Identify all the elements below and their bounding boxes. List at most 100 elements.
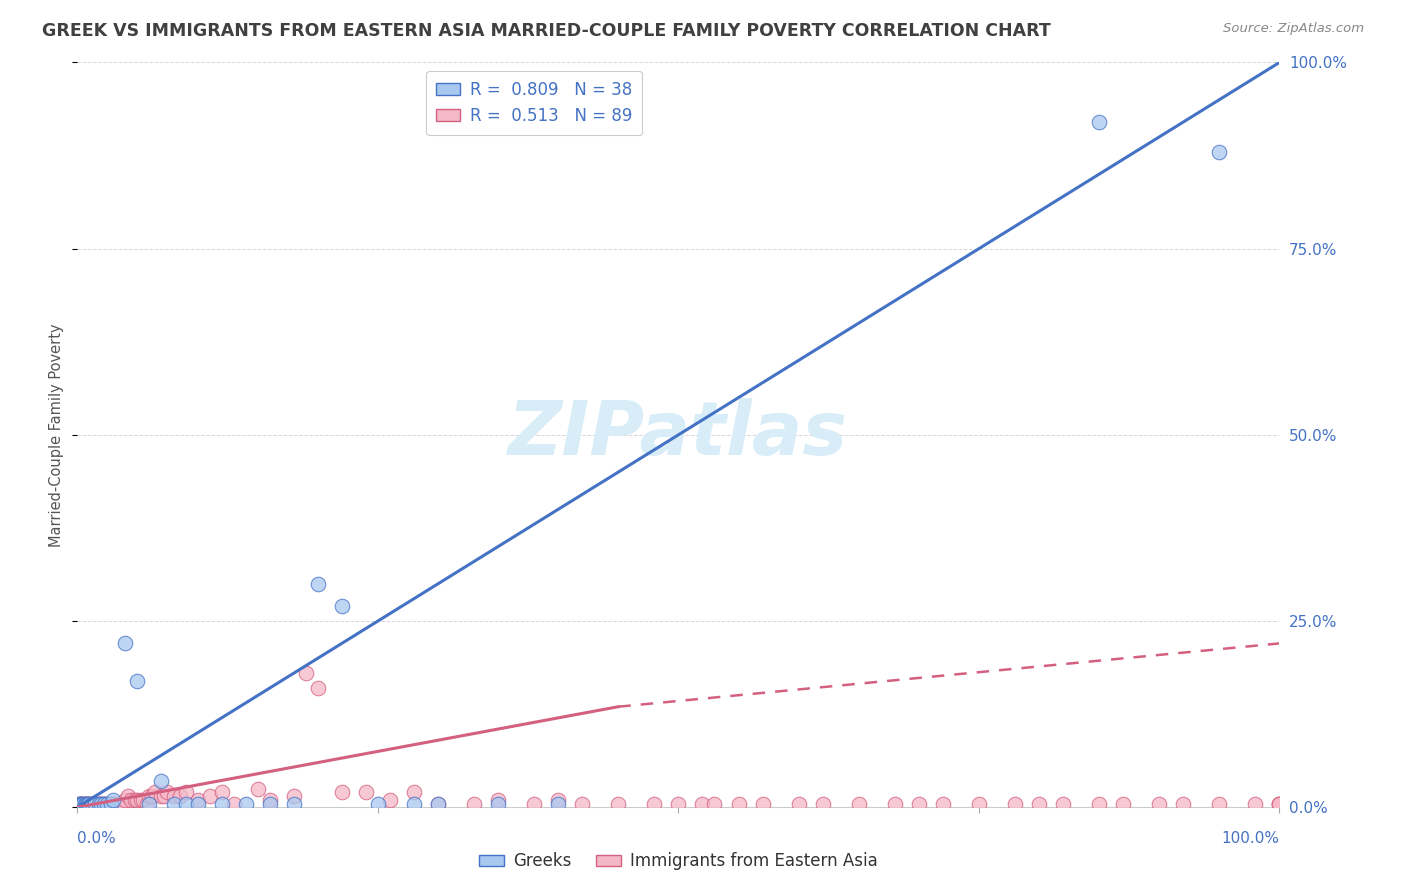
Point bbox=[283, 797, 305, 811]
Point bbox=[80, 797, 103, 811]
Point bbox=[93, 797, 115, 811]
Point bbox=[571, 797, 593, 811]
Point bbox=[1028, 797, 1050, 811]
Point bbox=[138, 797, 160, 811]
Point bbox=[1088, 797, 1111, 811]
Point bbox=[90, 797, 112, 811]
Point bbox=[668, 797, 690, 811]
Point bbox=[98, 797, 121, 811]
Point bbox=[187, 797, 209, 811]
Point bbox=[1268, 797, 1291, 811]
Point bbox=[523, 797, 546, 811]
Point bbox=[908, 797, 931, 811]
Point bbox=[162, 797, 184, 811]
Point bbox=[1268, 797, 1291, 811]
Point bbox=[145, 785, 167, 799]
Point bbox=[124, 793, 146, 807]
Point bbox=[235, 797, 257, 811]
Point bbox=[70, 797, 93, 811]
Point bbox=[67, 797, 90, 811]
Point bbox=[378, 793, 401, 807]
Point bbox=[174, 785, 197, 799]
Point bbox=[76, 797, 98, 811]
Point bbox=[72, 797, 94, 811]
Point bbox=[69, 797, 91, 811]
Point bbox=[1112, 797, 1135, 811]
Point bbox=[89, 797, 111, 811]
Point bbox=[547, 797, 569, 811]
Point bbox=[120, 793, 142, 807]
Point bbox=[84, 797, 107, 811]
Point bbox=[127, 673, 149, 688]
Point bbox=[67, 797, 90, 811]
Point bbox=[114, 793, 136, 807]
Point bbox=[307, 681, 329, 695]
Point bbox=[367, 797, 389, 811]
Point bbox=[70, 797, 93, 811]
Point bbox=[787, 797, 810, 811]
Point bbox=[96, 797, 118, 811]
Point bbox=[1268, 797, 1291, 811]
Point bbox=[138, 789, 160, 803]
Point bbox=[82, 797, 104, 811]
Point bbox=[1208, 797, 1230, 811]
Point bbox=[87, 797, 110, 811]
Point bbox=[162, 789, 184, 803]
Point bbox=[90, 797, 112, 811]
Point bbox=[114, 636, 136, 650]
Point bbox=[117, 789, 139, 803]
Text: GREEK VS IMMIGRANTS FROM EASTERN ASIA MARRIED-COUPLE FAMILY POVERTY CORRELATION : GREEK VS IMMIGRANTS FROM EASTERN ASIA MA… bbox=[42, 22, 1050, 40]
Point bbox=[136, 797, 159, 811]
Point bbox=[150, 774, 173, 789]
Point bbox=[883, 797, 905, 811]
Point bbox=[70, 797, 93, 811]
Point bbox=[198, 789, 221, 803]
Point bbox=[811, 797, 834, 811]
Point bbox=[703, 797, 725, 811]
Point bbox=[486, 793, 509, 807]
Point bbox=[156, 785, 179, 799]
Point bbox=[77, 797, 100, 811]
Point bbox=[259, 793, 281, 807]
Point bbox=[330, 785, 353, 799]
Point bbox=[79, 797, 101, 811]
Point bbox=[1149, 797, 1171, 811]
Point bbox=[486, 797, 509, 811]
Point bbox=[77, 797, 100, 811]
Point bbox=[643, 797, 665, 811]
Point bbox=[1208, 145, 1230, 159]
Point bbox=[80, 797, 103, 811]
Point bbox=[1052, 797, 1074, 811]
Point bbox=[96, 797, 118, 811]
Point bbox=[84, 797, 107, 811]
Point bbox=[169, 789, 191, 803]
Point bbox=[187, 793, 209, 807]
Text: 0.0%: 0.0% bbox=[77, 831, 117, 846]
Point bbox=[246, 781, 269, 796]
Point bbox=[150, 789, 173, 803]
Point bbox=[259, 797, 281, 811]
Point bbox=[100, 797, 122, 811]
Point bbox=[70, 797, 93, 811]
Point bbox=[692, 797, 714, 811]
Point bbox=[127, 793, 149, 807]
Point bbox=[1173, 797, 1195, 811]
Text: ZIPatlas: ZIPatlas bbox=[509, 399, 848, 471]
Point bbox=[354, 785, 377, 799]
Point bbox=[427, 797, 450, 811]
Point bbox=[427, 797, 450, 811]
Point bbox=[848, 797, 870, 811]
Point bbox=[132, 793, 155, 807]
Text: 100.0%: 100.0% bbox=[1222, 831, 1279, 846]
Point bbox=[129, 793, 152, 807]
Point bbox=[402, 797, 425, 811]
Point bbox=[932, 797, 955, 811]
Point bbox=[69, 797, 91, 811]
Point bbox=[211, 785, 233, 799]
Point bbox=[111, 797, 134, 811]
Point bbox=[103, 793, 125, 807]
Point bbox=[75, 797, 97, 811]
Point bbox=[211, 797, 233, 811]
Point bbox=[402, 785, 425, 799]
Point bbox=[79, 797, 101, 811]
